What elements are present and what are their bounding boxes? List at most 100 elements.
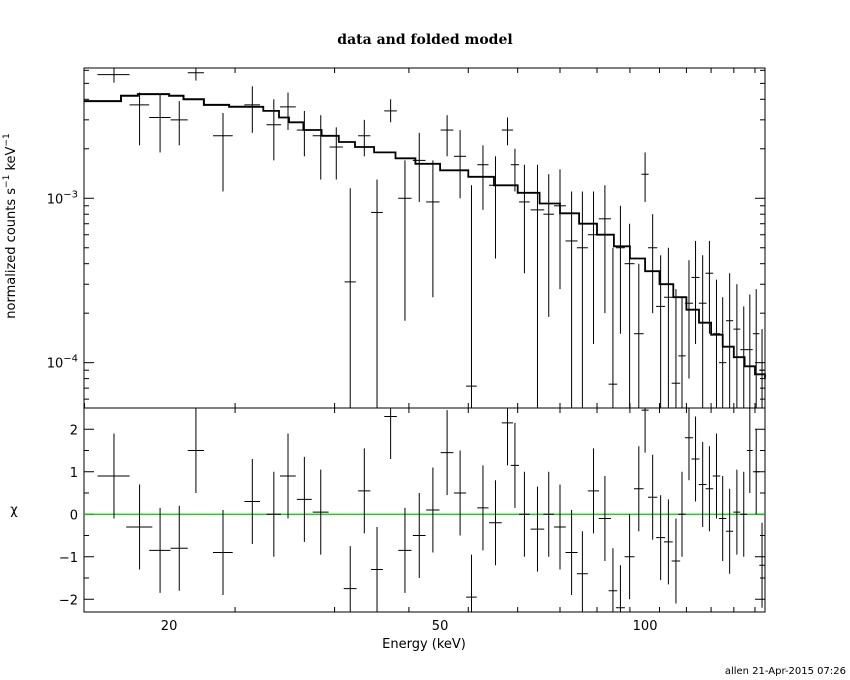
residual-point	[615, 565, 625, 612]
residual-point	[501, 408, 514, 466]
data-point	[296, 110, 312, 157]
residual-point	[244, 459, 261, 544]
residual-point	[576, 531, 588, 612]
residual-point	[705, 446, 714, 532]
data-point	[329, 127, 343, 180]
data-point	[384, 99, 397, 123]
residual-point	[587, 448, 600, 534]
residual-point	[296, 456, 312, 542]
data-point	[279, 92, 296, 131]
residual-point	[656, 495, 666, 581]
bottom-y-tick-label: 2	[70, 423, 78, 438]
top-panel: 10−3 10−4	[47, 67, 766, 409]
data-point	[698, 255, 707, 408]
residual-point	[663, 499, 673, 585]
residual-point	[554, 484, 566, 570]
data-point	[170, 101, 188, 146]
residual-point	[343, 546, 357, 612]
data-point	[615, 205, 625, 334]
residual-point	[149, 507, 171, 593]
residual-point	[266, 471, 282, 557]
top-y-axis-label: normalized counts s−1 keV−1	[2, 133, 19, 318]
residual-point	[543, 471, 555, 557]
residual-point	[565, 510, 578, 595]
data-point	[412, 132, 426, 202]
residual-point	[641, 408, 649, 453]
data-point	[719, 297, 727, 408]
residual-point	[598, 476, 611, 561]
data-point	[519, 164, 530, 274]
residual-point	[453, 450, 467, 536]
residual-point	[740, 471, 748, 557]
residual-point	[712, 433, 721, 519]
top-y-tick-label: 10−3	[47, 189, 78, 207]
residual-point	[477, 465, 489, 551]
data-point	[398, 160, 412, 321]
bottom-panel: 20 50 100 −2 −1 0 1 2	[59, 407, 766, 634]
data-point	[746, 294, 753, 408]
data-point	[440, 115, 454, 157]
model-step-curve	[246, 105, 766, 379]
x-tick-label: 50	[432, 619, 449, 634]
data-point	[212, 113, 233, 192]
residual-point	[648, 454, 658, 540]
residual-point	[719, 476, 727, 561]
data-point	[358, 119, 371, 157]
residual-point	[466, 554, 477, 612]
residual-point	[426, 467, 440, 553]
x-tick-label: 20	[161, 619, 178, 634]
data-point	[489, 156, 502, 259]
data-point	[371, 179, 383, 408]
residual-point	[633, 446, 644, 532]
data-point	[187, 68, 204, 81]
top-plot-frame	[83, 67, 766, 409]
bottom-plot-frame	[83, 407, 766, 613]
residual-point	[398, 507, 412, 593]
residual-point	[440, 410, 454, 496]
footer-timestamp: allen 21-Apr-2015 07:26	[725, 666, 846, 677]
bottom-y-tick-label: −1	[59, 551, 78, 566]
data-point	[726, 273, 734, 408]
residual-point	[412, 493, 426, 578]
data-point	[705, 240, 714, 334]
bottom-y-tick-label: 0	[70, 508, 78, 523]
data-point	[477, 145, 489, 210]
residual-point	[752, 429, 760, 515]
data-point	[576, 191, 588, 408]
residual-point	[691, 416, 700, 502]
x-tick-label: 100	[633, 619, 658, 634]
data-point	[598, 185, 611, 314]
data-point	[691, 240, 700, 344]
residual-point	[489, 480, 502, 566]
residual-point	[279, 433, 296, 519]
data-point	[129, 92, 150, 146]
data-point	[656, 255, 666, 408]
data-point	[648, 214, 658, 314]
data-point	[752, 289, 760, 408]
residual-point	[384, 408, 397, 459]
data-point	[608, 247, 618, 408]
data-point	[344, 188, 356, 408]
residual-point	[97, 433, 130, 519]
data-point	[97, 68, 130, 83]
data-point	[633, 263, 644, 408]
data-point	[266, 99, 282, 161]
x-axis-label: Energy (keV)	[382, 637, 466, 652]
residual-point	[212, 510, 233, 595]
residual-point	[608, 548, 618, 612]
data-point	[733, 284, 741, 408]
data-point	[587, 191, 600, 344]
residual-point	[312, 469, 329, 555]
data-point	[624, 223, 635, 408]
top-y-tick-label: 10−4	[47, 354, 78, 372]
data-point	[244, 86, 261, 133]
bottom-y-axis-label: χ	[10, 503, 18, 518]
residual-point	[733, 469, 741, 555]
residual-point	[187, 408, 204, 493]
data-point	[530, 164, 545, 408]
residual-point	[371, 527, 383, 612]
residual-point	[684, 408, 694, 481]
residual-point	[624, 514, 635, 600]
data-point	[510, 148, 520, 192]
